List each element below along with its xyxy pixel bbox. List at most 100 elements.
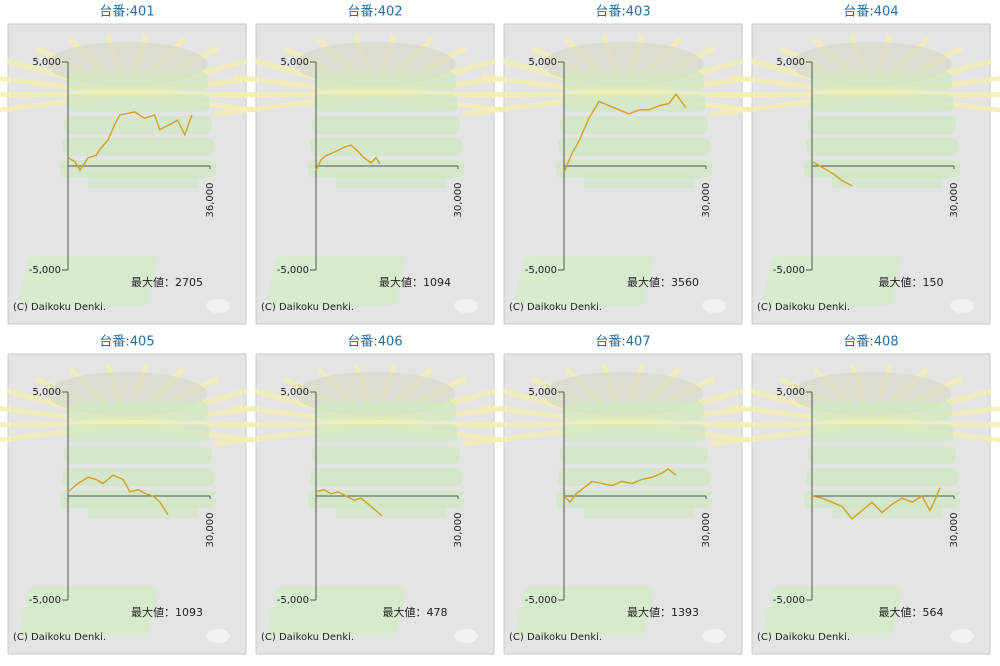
- panel: 5,000 -5,000 30,000 最大値：1094 (C) Daikoku Den…: [214, 23, 536, 325]
- bg-stack: [806, 138, 958, 156]
- bg-stack: [812, 402, 952, 420]
- bg-stack: [564, 402, 704, 420]
- panel-title: 台番:405: [99, 335, 154, 350]
- bg-cup: [206, 299, 230, 313]
- bg-tray: [19, 256, 158, 306]
- bg-stack: [64, 446, 212, 464]
- data-line: [811, 487, 941, 520]
- bg-ray: [729, 404, 872, 427]
- max-value: 最大値：2705: [131, 275, 203, 289]
- bg-stack: [312, 116, 460, 134]
- max-value: 最大値：1094: [379, 275, 451, 289]
- data-line: [811, 161, 853, 187]
- y-tick-label: 5,000: [776, 387, 805, 398]
- bg-tray: [19, 586, 158, 636]
- bg-cup: [454, 629, 478, 643]
- bg-stack: [564, 72, 704, 90]
- bg-stack: [308, 490, 464, 508]
- y-tick-label: -5,000: [277, 595, 309, 606]
- bg-stack: [808, 446, 956, 464]
- panel: 5,000 -5,000 30,000 最大値：564 (C) Daikoku Denk…: [710, 353, 1000, 655]
- bg-ray: [0, 76, 128, 97]
- bg-stack: [558, 138, 710, 156]
- bg-tray: [515, 586, 654, 636]
- panel-title: 台番:408: [843, 335, 898, 350]
- bg-base: [832, 174, 942, 188]
- copyright: (C) Daikoku Denki.: [13, 632, 106, 643]
- bg-base: [88, 174, 198, 188]
- x-tick-label: 30,000: [701, 513, 712, 548]
- x-tick-label: 30,000: [949, 513, 960, 548]
- y-tick-label: -5,000: [29, 265, 61, 276]
- bg-stack: [68, 402, 208, 420]
- bg-base: [584, 504, 694, 518]
- data-line: [315, 489, 383, 517]
- bg-stack: [810, 94, 954, 112]
- bg-stack: [60, 160, 216, 178]
- panel-title: 台番:403: [595, 5, 650, 20]
- panel: 5,000 -5,000 30,000 最大値：478 (C) Daikoku Denk…: [214, 353, 536, 655]
- y-tick-label: 5,000: [32, 387, 61, 398]
- bg-cup: [950, 299, 974, 313]
- panel: 5,000 -5,000 30,000 最大値：1393 (C) Daikoku Den…: [462, 353, 784, 655]
- bg-cup: [702, 629, 726, 643]
- data-line: [563, 468, 677, 504]
- bg-base: [88, 504, 198, 518]
- bg-base: [336, 174, 446, 188]
- bg-base: [584, 174, 694, 188]
- copyright: (C) Daikoku Denki.: [757, 632, 850, 643]
- data-line: [67, 474, 169, 516]
- y-tick-label: -5,000: [525, 595, 557, 606]
- y-tick-label: -5,000: [773, 265, 805, 276]
- x-tick-label: 30,000: [205, 513, 216, 548]
- panel-title: 台番:406: [347, 335, 402, 350]
- bg-stack: [316, 72, 456, 90]
- bg-stack: [804, 490, 960, 508]
- panel: 5,000 -5,000 30,000 最大値：150 (C) Daikoku Denk…: [710, 23, 1000, 325]
- bg-tray: [763, 256, 902, 306]
- panel-title: 台番:404: [843, 5, 898, 20]
- bg-stack: [62, 468, 214, 486]
- bg-stack: [812, 72, 952, 90]
- max-value: 最大値：150: [879, 275, 944, 289]
- copyright: (C) Daikoku Denki.: [757, 302, 850, 313]
- y-tick-label: 5,000: [280, 387, 309, 398]
- bg-stack: [808, 116, 956, 134]
- bg-stack: [310, 468, 462, 486]
- bg-base: [336, 504, 446, 518]
- bg-stack: [68, 72, 208, 90]
- bg-tray: [267, 256, 406, 306]
- bg-tray: [763, 586, 902, 636]
- x-tick-label: 30,000: [453, 513, 464, 548]
- bg-cup: [702, 299, 726, 313]
- bg-stack: [314, 94, 458, 112]
- bg-ray: [233, 74, 376, 97]
- bg-cup: [950, 629, 974, 643]
- panel-title: 台番:407: [595, 335, 650, 350]
- y-tick-label: 5,000: [32, 57, 61, 68]
- max-value: 最大値：1393: [627, 605, 699, 619]
- bg-stack: [316, 402, 456, 420]
- copyright: (C) Daikoku Denki.: [13, 302, 106, 313]
- y-tick-label: 5,000: [776, 57, 805, 68]
- bg-stack: [60, 490, 216, 508]
- y-tick-label: 5,000: [280, 57, 309, 68]
- y-tick-label: -5,000: [525, 265, 557, 276]
- copyright: (C) Daikoku Denki.: [261, 632, 354, 643]
- bg-stack: [560, 446, 708, 464]
- copyright: (C) Daikoku Denki.: [509, 302, 602, 313]
- bg-stack: [562, 424, 706, 442]
- bg-stack: [62, 138, 214, 156]
- x-tick-label: 30,000: [949, 183, 960, 218]
- x-tick-label: 30,000: [701, 183, 712, 218]
- y-tick-label: -5,000: [29, 595, 61, 606]
- data-line: [67, 111, 193, 172]
- max-value: 最大値：1093: [131, 605, 203, 619]
- bg-stack: [310, 138, 462, 156]
- bg-stack: [66, 94, 210, 112]
- bg-ray: [729, 74, 872, 97]
- y-tick-label: -5,000: [773, 595, 805, 606]
- bg-tray: [515, 256, 654, 306]
- bg-ray: [233, 404, 376, 427]
